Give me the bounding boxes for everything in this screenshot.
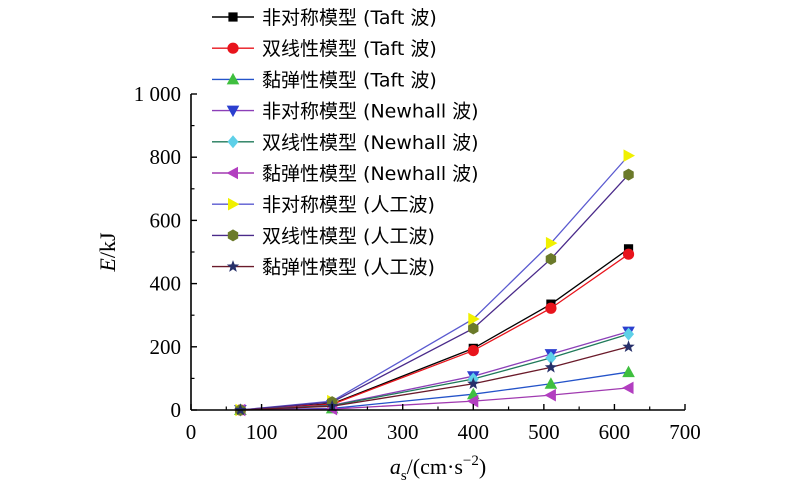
series-layer [233,149,636,417]
data-point [623,149,636,162]
legend-swatch-marker [228,197,240,211]
x-tick-label: 100 [246,420,278,444]
legend-label: 非对称模型 (人工波) [262,194,435,216]
legend-item-4: 非对称模型 (Newhall 波) [212,101,479,123]
legend-label: 黏弹性模型 (Newhall 波) [262,163,479,185]
x-tick-label: 600 [599,420,631,444]
data-point [468,322,479,335]
data-point [467,377,480,390]
data-point [623,168,634,181]
legend-swatch-marker [227,229,239,242]
y-tick-label: 400 [150,272,182,296]
x-axis-title: as/(cm·s−2) [390,453,486,484]
data-point [545,302,557,314]
series-line [240,346,629,411]
x-tick-label: 200 [316,420,348,444]
data-point [622,248,635,260]
legend-item-3: 黏弹性模型 (Taft 波) [212,69,437,91]
legend-swatch-marker [226,260,240,272]
x-tick-label: 500 [528,420,560,444]
x-tick-label: 0 [186,420,197,444]
legend-label: 双线性模型 (Newhall 波) [262,132,479,154]
legend-swatch-marker [227,42,239,54]
data-point [545,236,558,250]
data-point [545,351,557,365]
data-point [622,340,635,353]
data-point [623,327,635,341]
legend-swatch-marker [228,12,238,22]
legend-item-5: 双线性模型 (Newhall 波) [212,132,479,154]
data-point [468,312,480,326]
data-point [544,360,558,373]
legend-label: 双线性模型 (Taft 波) [262,38,437,60]
legend-label: 双线性模型 (人工波) [262,225,435,247]
legend: 非对称模型 (Taft 波) 双线性模型 (Taft 波) 黏弹性模型 (Taft … [212,7,479,279]
data-point [544,377,558,389]
legend-item-6: 黏弹性模型 (Newhall 波) [212,163,479,185]
data-point [544,388,556,402]
legend-swatch-marker [226,166,238,180]
data-point [545,252,557,265]
y-tick-label: 1 000 [134,82,181,106]
data-point [467,344,479,357]
y-axis-title: E/kJ [95,232,120,273]
legend-item-8: 双线性模型 (人工波) [212,225,435,247]
y-tick-label: 0 [171,398,182,422]
x-tick-label: 700 [669,420,701,444]
legend-label: 非对称模型 (Taft 波) [262,7,437,29]
legend-swatch-marker [226,72,240,85]
x-tick-label: 300 [387,420,419,444]
legend-label: 黏弹性模型 (Taft 波) [262,69,437,91]
data-point [622,381,634,395]
legend-item-1: 非对称模型 (Taft 波) [212,7,437,29]
legend-label: 黏弹性模型 (人工波) [262,257,435,279]
data-point [622,365,635,378]
legend-label: 非对称模型 (Newhall 波) [262,101,479,123]
y-tick-label: 600 [150,208,182,232]
data-point [466,394,479,408]
x-tick-label: 400 [458,420,490,444]
series-7 [235,149,636,417]
axes: 0 100 200 300 400 500 600 700 0 200 400 600 800 1 000 [134,82,701,444]
y-tick-label: 800 [150,145,182,169]
legend-swatch-marker [226,105,240,118]
y-tick-label: 200 [150,335,182,359]
series-9 [234,340,635,416]
legend-swatch-marker [227,135,239,149]
legend-item-7: 非对称模型 (人工波) [212,194,435,216]
legend-item-2: 双线性模型 (Taft 波) [212,38,437,60]
legend-item-9: 黏弹性模型 (人工波) [212,257,435,279]
